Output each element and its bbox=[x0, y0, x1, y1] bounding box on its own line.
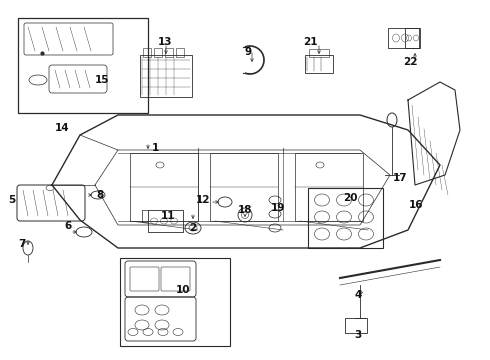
Text: 3: 3 bbox=[354, 330, 362, 340]
Text: 5: 5 bbox=[8, 195, 16, 205]
Text: 15: 15 bbox=[95, 75, 109, 85]
Text: 1: 1 bbox=[151, 143, 159, 153]
Text: 6: 6 bbox=[64, 221, 72, 231]
Text: 22: 22 bbox=[403, 57, 417, 67]
Text: 20: 20 bbox=[343, 193, 357, 203]
Bar bbox=[295, 153, 363, 221]
Bar bbox=[154, 48, 162, 57]
Bar bbox=[345, 318, 367, 333]
Text: 9: 9 bbox=[245, 47, 251, 57]
Text: 11: 11 bbox=[161, 211, 175, 221]
Bar bbox=[130, 153, 198, 221]
Bar bbox=[165, 48, 173, 57]
Bar bbox=[143, 48, 151, 57]
Bar bbox=[388, 28, 420, 48]
Text: 17: 17 bbox=[392, 173, 407, 183]
Bar bbox=[148, 210, 183, 232]
Text: 7: 7 bbox=[18, 239, 25, 249]
Text: 16: 16 bbox=[409, 200, 423, 210]
Text: 21: 21 bbox=[303, 37, 317, 47]
Bar bbox=[309, 49, 329, 57]
Bar bbox=[18, 18, 148, 113]
Bar bbox=[120, 258, 230, 346]
Text: 12: 12 bbox=[196, 195, 210, 205]
Bar bbox=[176, 48, 184, 57]
Bar bbox=[308, 188, 383, 248]
Text: 19: 19 bbox=[271, 203, 285, 213]
Text: 2: 2 bbox=[189, 223, 196, 233]
Text: 13: 13 bbox=[158, 37, 172, 47]
Bar bbox=[210, 153, 278, 221]
Bar bbox=[305, 55, 333, 73]
Text: 14: 14 bbox=[55, 123, 69, 133]
Text: 18: 18 bbox=[238, 205, 252, 215]
Text: 4: 4 bbox=[354, 290, 362, 300]
Text: 8: 8 bbox=[97, 190, 103, 200]
Text: 10: 10 bbox=[176, 285, 190, 295]
Bar bbox=[405, 28, 419, 48]
Bar bbox=[140, 55, 192, 97]
